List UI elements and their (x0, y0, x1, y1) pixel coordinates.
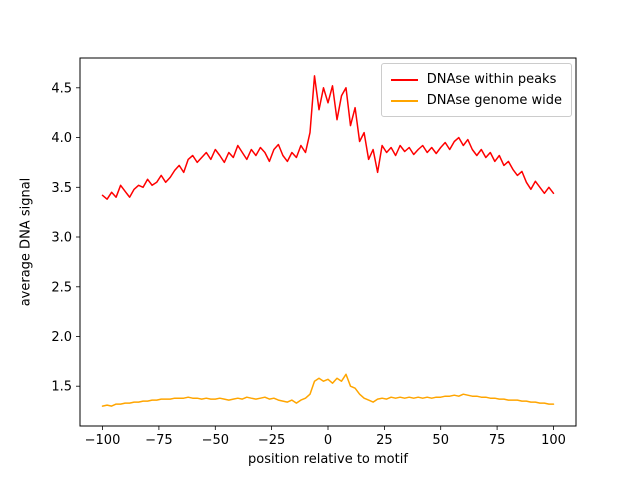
legend-entry-genome-wide: DNAse genome wide (390, 90, 562, 111)
legend-entry-within-peaks: DNAse within peaks (390, 69, 562, 90)
y-tick-label: 2.5 (51, 280, 72, 295)
legend-line-orange-icon (390, 99, 418, 102)
series-line-1 (101, 373, 555, 407)
legend: DNAse within peaks DNAse genome wide (380, 63, 572, 117)
legend-label-within-peaks: DNAse within peaks (426, 72, 557, 87)
y-tick-label: 3.0 (51, 231, 72, 246)
x-axis-label: position relative to motif (248, 452, 408, 467)
series-line-0 (101, 75, 555, 200)
y-tick-label: 2.0 (51, 330, 72, 345)
x-tick-label: 100 (541, 433, 566, 448)
legend-line-red-icon (390, 78, 418, 81)
y-tick-label: 1.5 (51, 380, 72, 395)
x-tick-label: −50 (202, 433, 229, 448)
y-tick-label: 4.5 (51, 81, 72, 96)
x-tick-label: 25 (376, 433, 393, 448)
legend-label-genome-wide: DNAse genome wide (426, 93, 562, 108)
axes-frame (79, 57, 577, 427)
y-axis-label: average DNA signal (18, 177, 34, 307)
x-tick-label: −25 (258, 433, 285, 448)
x-tick-label: −75 (145, 433, 172, 448)
x-tick-label: 75 (489, 433, 506, 448)
y-tick-label: 3.5 (51, 181, 72, 196)
y-tick-label: 4.0 (51, 131, 72, 146)
x-tick-label: 50 (432, 433, 449, 448)
x-tick-label: 0 (324, 433, 332, 448)
x-tick-label: −100 (85, 433, 121, 448)
